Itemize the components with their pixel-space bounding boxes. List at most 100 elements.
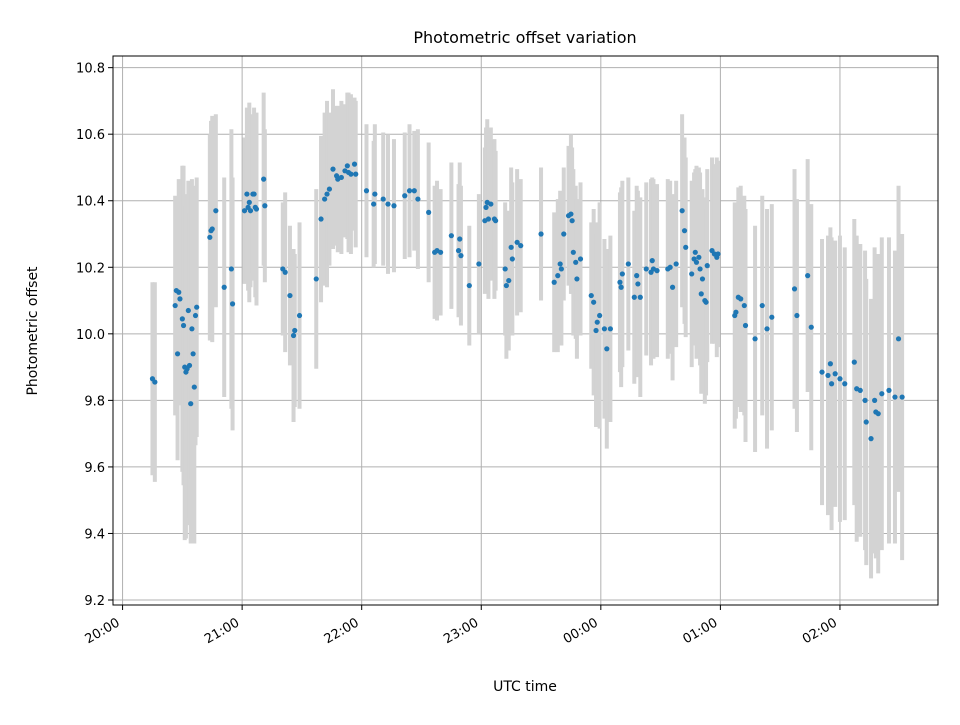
data-point <box>828 381 835 387</box>
data-point <box>172 302 178 309</box>
x-axis-label: UTC time <box>493 679 557 695</box>
data-point <box>594 319 600 325</box>
data-point <box>457 236 463 242</box>
data-point <box>179 316 185 322</box>
data-point <box>476 261 482 267</box>
data-point <box>577 256 584 262</box>
data-point <box>635 281 641 287</box>
data-point <box>296 312 303 319</box>
data-point <box>681 228 688 234</box>
data-point <box>380 196 386 202</box>
data-point <box>209 226 215 232</box>
data-point <box>324 191 330 197</box>
y-tick-label: 9.4 <box>84 527 105 542</box>
data-point <box>518 243 524 249</box>
data-point <box>186 362 193 369</box>
data-point <box>689 271 695 277</box>
data-point <box>794 312 800 319</box>
data-point <box>643 266 649 272</box>
data-point <box>448 233 454 239</box>
data-point <box>892 394 898 400</box>
data-point <box>697 266 703 272</box>
data-point <box>426 209 432 215</box>
data-point <box>188 401 194 407</box>
data-point <box>177 296 183 302</box>
data-point <box>832 371 838 377</box>
data-point <box>246 199 252 205</box>
data-point <box>207 234 213 240</box>
data-point <box>704 263 710 269</box>
data-point <box>466 282 472 289</box>
data-point <box>805 273 811 279</box>
data-point <box>857 387 863 393</box>
data-point <box>192 312 199 319</box>
data-point <box>506 277 512 284</box>
data-point <box>391 203 397 209</box>
data-point <box>514 239 520 245</box>
data-point <box>875 411 881 417</box>
data-point <box>241 208 248 214</box>
data-point <box>189 326 195 332</box>
data-point <box>508 244 514 250</box>
data-point <box>194 304 200 310</box>
data-point <box>330 166 336 172</box>
data-point <box>703 299 709 305</box>
data-point <box>455 248 462 254</box>
data-point <box>698 291 704 297</box>
data-point <box>221 284 227 290</box>
data-point <box>282 269 288 275</box>
y-tick-label: 10.4 <box>76 195 105 210</box>
data-point <box>679 208 685 214</box>
data-point <box>597 312 603 319</box>
data-point <box>371 201 377 207</box>
data-point <box>573 259 579 265</box>
data-point <box>899 394 905 400</box>
data-point <box>601 326 608 332</box>
data-point <box>503 282 509 289</box>
data-point <box>879 391 885 397</box>
data-point <box>338 174 344 181</box>
data-point <box>244 191 250 197</box>
data-point <box>618 284 624 290</box>
data-point <box>493 218 499 224</box>
data-point <box>538 231 544 237</box>
data-point <box>458 253 464 259</box>
data-point <box>385 201 391 207</box>
plot-frame <box>112 55 939 606</box>
data-point <box>825 372 831 379</box>
data-point <box>683 244 689 250</box>
data-point <box>673 261 679 267</box>
data-point <box>411 188 417 194</box>
data-point <box>488 201 494 207</box>
data-point <box>152 379 158 385</box>
data-point <box>180 322 187 329</box>
data-point <box>593 327 599 334</box>
data-point <box>669 284 676 290</box>
y-tick-label: 10.6 <box>76 128 105 143</box>
data-point <box>185 307 191 314</box>
data-point <box>868 436 874 442</box>
data-point <box>262 203 268 209</box>
data-point <box>574 276 580 282</box>
data-point <box>863 419 869 425</box>
data-point <box>733 309 739 315</box>
data-point <box>842 381 848 387</box>
data-point <box>247 208 254 214</box>
y-tick-label: 9.6 <box>84 461 105 476</box>
data-point <box>322 196 328 202</box>
y-tick-label: 10.2 <box>76 261 105 276</box>
data-point <box>742 322 749 329</box>
data-point <box>851 359 857 365</box>
y-tick-label: 10.0 <box>76 328 105 343</box>
data-point <box>759 302 765 309</box>
data-point <box>555 273 561 279</box>
data-point <box>649 258 655 264</box>
data-point <box>872 397 878 403</box>
data-point <box>353 171 359 177</box>
data-point <box>483 204 489 210</box>
data-point <box>588 292 594 299</box>
data-point <box>764 326 770 332</box>
data-point <box>558 266 564 272</box>
